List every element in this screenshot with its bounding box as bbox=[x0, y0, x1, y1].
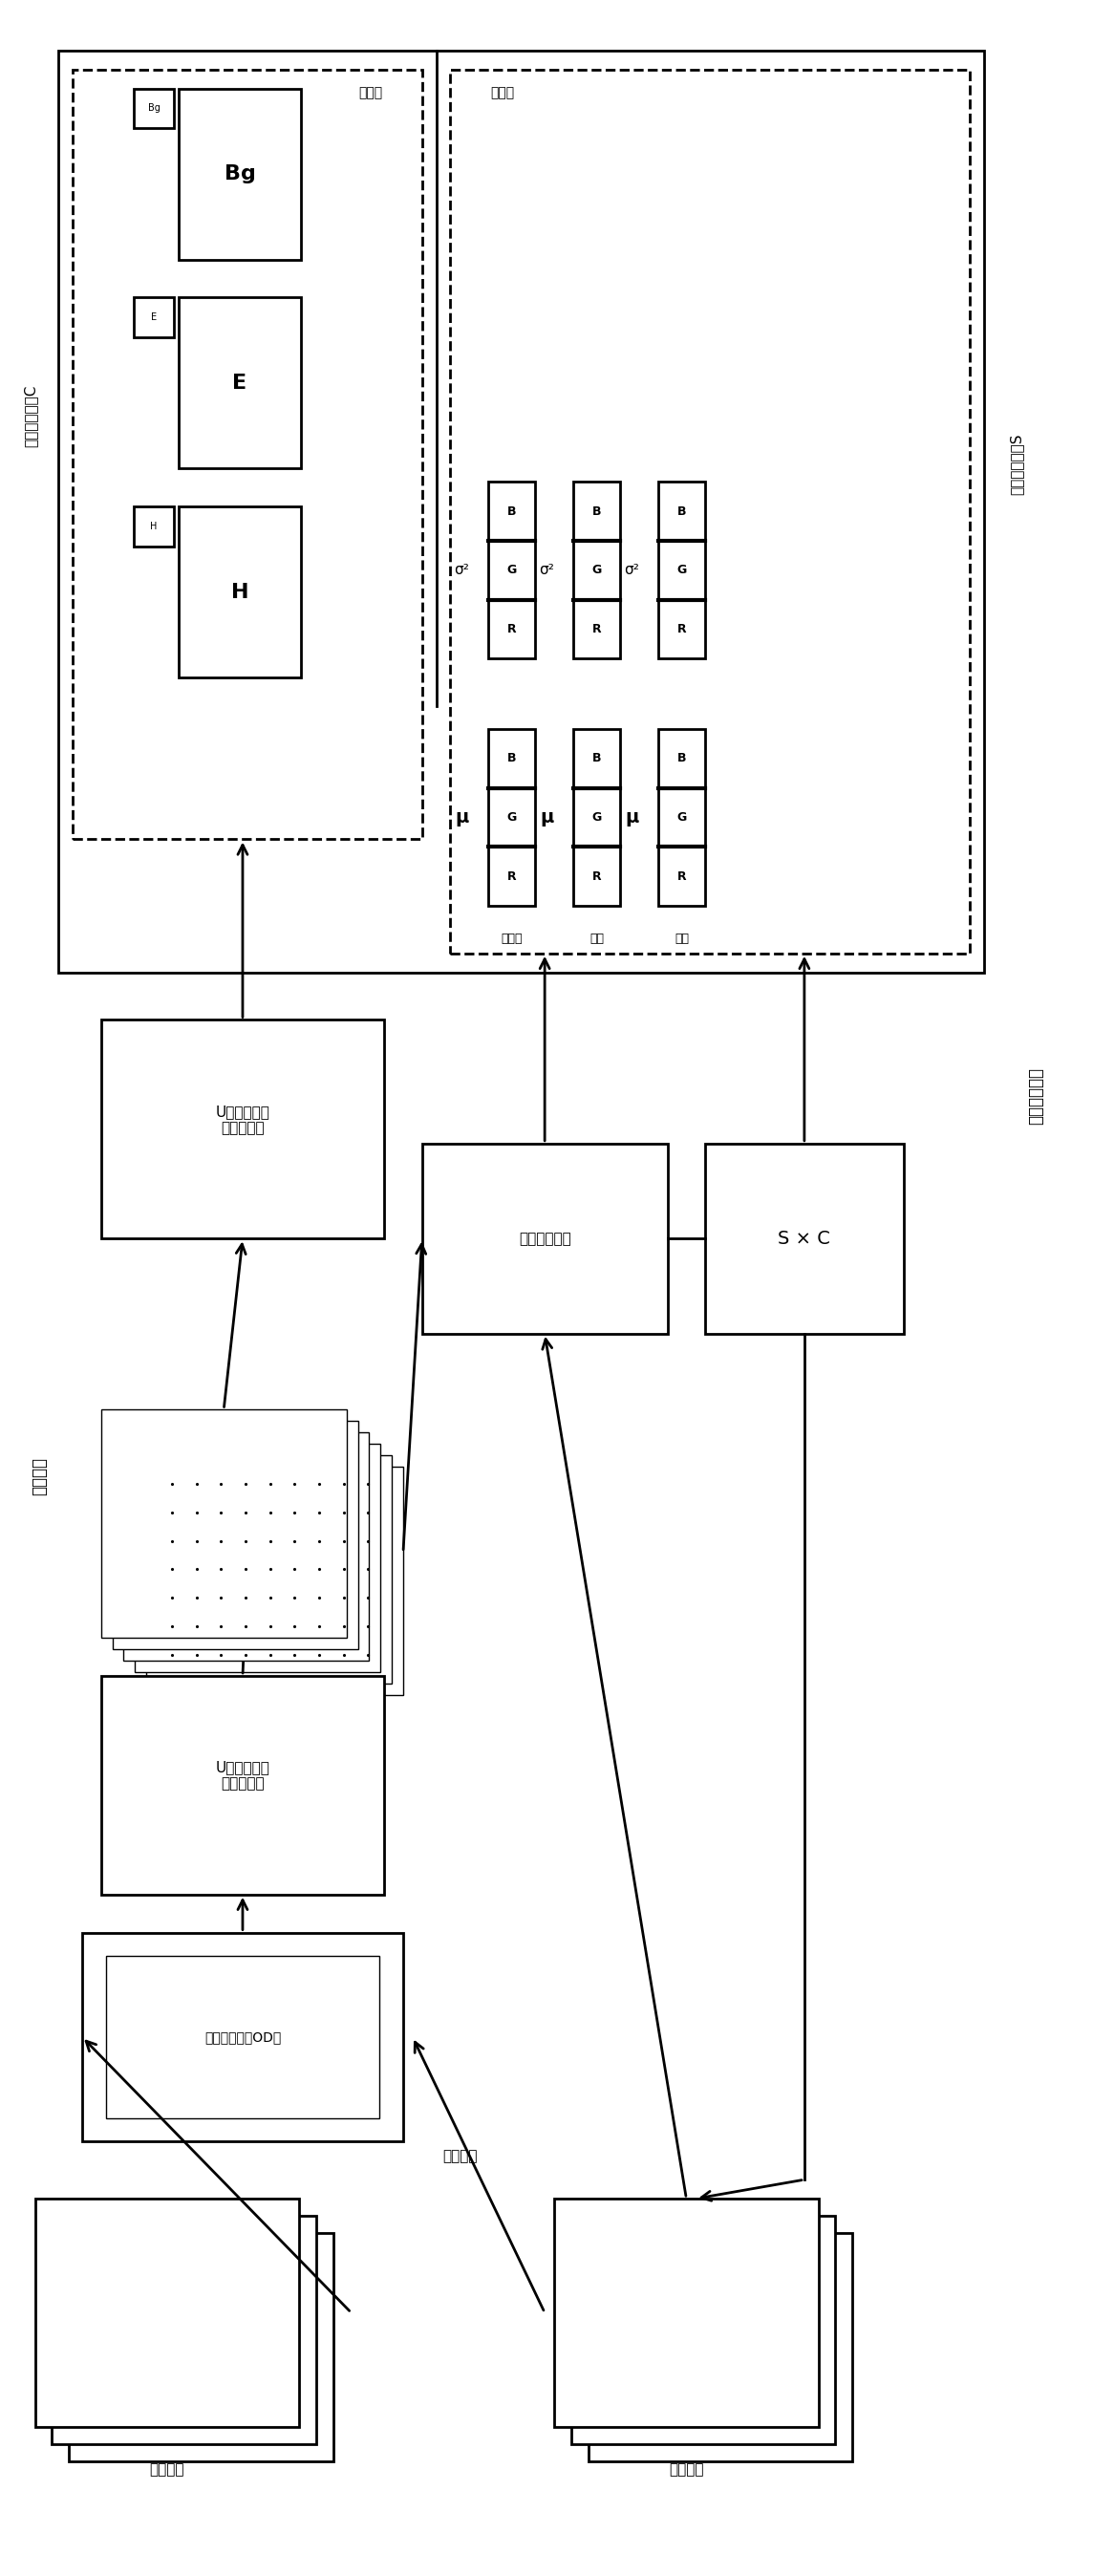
Bar bbox=[573, 600, 620, 659]
Bar bbox=[178, 296, 301, 469]
Text: R: R bbox=[677, 871, 686, 884]
Text: 像素级: 像素级 bbox=[358, 88, 382, 100]
Text: 重建损失: 重建损失 bbox=[442, 2148, 477, 2164]
Text: U型卷积神经
网络解码器: U型卷积神经 网络解码器 bbox=[215, 1105, 270, 1136]
Bar bbox=[573, 541, 620, 600]
Bar bbox=[69, 2233, 333, 2460]
Text: R: R bbox=[507, 871, 516, 884]
Text: 重建图像: 重建图像 bbox=[668, 2463, 704, 2476]
Text: B: B bbox=[593, 505, 602, 518]
Bar bbox=[106, 1955, 380, 2117]
Bar bbox=[158, 1466, 403, 1695]
Bar bbox=[52, 2215, 316, 2445]
Text: 伊红: 伊红 bbox=[589, 933, 604, 945]
Bar bbox=[658, 541, 705, 600]
Bar bbox=[488, 482, 536, 541]
Bar bbox=[135, 1445, 381, 1672]
Bar bbox=[422, 1144, 667, 1334]
Text: σ²: σ² bbox=[539, 564, 554, 577]
Bar bbox=[113, 1422, 358, 1649]
Text: μ: μ bbox=[540, 809, 554, 827]
Bar bbox=[488, 848, 536, 907]
Bar bbox=[573, 848, 620, 907]
Text: Bg: Bg bbox=[148, 103, 160, 113]
Bar bbox=[588, 2233, 852, 2460]
Bar bbox=[450, 70, 969, 953]
Bar bbox=[82, 1932, 403, 2141]
Text: B: B bbox=[677, 752, 686, 765]
Text: 组织图像: 组织图像 bbox=[149, 2463, 185, 2476]
Bar bbox=[59, 52, 984, 971]
Text: 背景: 背景 bbox=[674, 933, 688, 945]
Text: E: E bbox=[233, 374, 247, 392]
Bar bbox=[101, 1020, 384, 1239]
Bar bbox=[488, 541, 536, 600]
Bar bbox=[571, 2215, 836, 2445]
Bar bbox=[488, 788, 536, 848]
Text: σ²: σ² bbox=[624, 564, 639, 577]
Bar bbox=[488, 600, 536, 659]
Text: R: R bbox=[507, 623, 516, 636]
Text: Bg: Bg bbox=[224, 165, 255, 183]
Bar bbox=[72, 70, 422, 840]
Bar bbox=[658, 482, 705, 541]
Bar bbox=[573, 482, 620, 541]
Text: μ: μ bbox=[625, 809, 638, 827]
Bar bbox=[658, 729, 705, 788]
Text: 先验神经网络: 先验神经网络 bbox=[519, 1231, 570, 1247]
Text: H: H bbox=[231, 582, 248, 603]
Text: 图像级: 图像级 bbox=[490, 88, 515, 100]
Text: E: E bbox=[152, 312, 157, 322]
Text: 苏木精: 苏木精 bbox=[501, 933, 522, 945]
Bar bbox=[124, 1432, 369, 1662]
Text: σ²: σ² bbox=[455, 564, 469, 577]
Text: B: B bbox=[507, 752, 516, 765]
Bar bbox=[178, 88, 301, 260]
Bar bbox=[35, 2200, 300, 2427]
Bar bbox=[101, 1677, 384, 1893]
Text: G: G bbox=[507, 564, 517, 577]
Text: 先验线性模型: 先验线性模型 bbox=[1027, 1066, 1044, 1126]
Bar bbox=[101, 1409, 346, 1638]
Bar bbox=[658, 788, 705, 848]
Bar bbox=[573, 788, 620, 848]
Bar bbox=[178, 507, 301, 677]
Text: μ: μ bbox=[455, 809, 469, 827]
Text: G: G bbox=[676, 811, 686, 824]
Bar bbox=[146, 1455, 392, 1685]
Text: 染色颜色矩阵S: 染色颜色矩阵S bbox=[1009, 433, 1024, 495]
Text: 光密度图像（OD）: 光密度图像（OD） bbox=[204, 2030, 281, 2043]
Text: G: G bbox=[592, 564, 602, 577]
Bar bbox=[134, 88, 174, 129]
Bar bbox=[134, 296, 174, 337]
Text: G: G bbox=[676, 564, 686, 577]
Text: B: B bbox=[677, 505, 686, 518]
Bar bbox=[573, 729, 620, 788]
Text: R: R bbox=[677, 623, 686, 636]
Text: 特征向量: 特征向量 bbox=[31, 1458, 48, 1494]
Bar bbox=[705, 1144, 903, 1334]
Text: H: H bbox=[150, 523, 157, 531]
Text: B: B bbox=[507, 505, 516, 518]
Bar bbox=[488, 729, 536, 788]
Text: U型卷积神经
网络编码器: U型卷积神经 网络编码器 bbox=[215, 1759, 270, 1790]
Text: R: R bbox=[592, 871, 602, 884]
Text: R: R bbox=[592, 623, 602, 636]
Text: S × C: S × C bbox=[778, 1229, 831, 1247]
Text: G: G bbox=[507, 811, 517, 824]
Bar bbox=[554, 2200, 819, 2427]
Bar bbox=[658, 600, 705, 659]
Bar bbox=[658, 848, 705, 907]
Text: B: B bbox=[593, 752, 602, 765]
Bar bbox=[134, 507, 174, 546]
Text: 染色强度矩阵C: 染色强度矩阵C bbox=[23, 384, 38, 448]
Text: G: G bbox=[592, 811, 602, 824]
